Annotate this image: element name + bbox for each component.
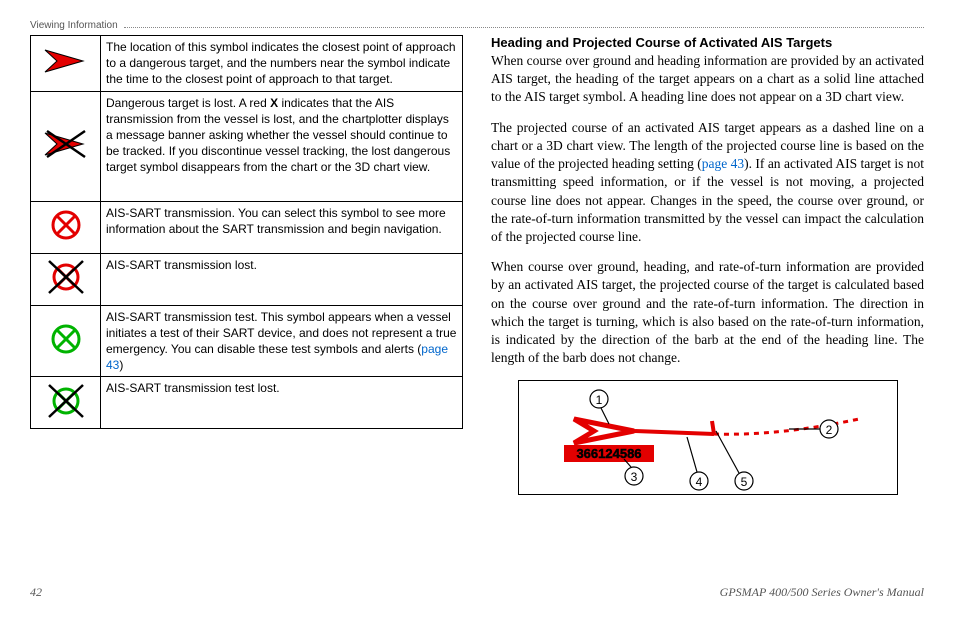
symbol-table: The location of this symbol indicates th… xyxy=(30,35,463,429)
body-paragraph: When course over ground, heading, and ra… xyxy=(491,258,924,367)
page-header: Viewing Information xyxy=(30,20,924,31)
body-paragraph: The projected course of an activated AIS… xyxy=(491,119,924,247)
symbol-cell xyxy=(31,91,101,201)
symbol-desc: Dangerous target is lost. A red X indica… xyxy=(101,91,463,201)
callout-3: 3 xyxy=(624,459,643,485)
callout-4: 4 xyxy=(687,437,708,490)
sart-green-lost-icon xyxy=(46,382,86,420)
callout-2: 2 xyxy=(789,420,838,438)
page-link[interactable]: page 43 xyxy=(702,156,744,171)
desc-text: AIS-SART transmission test. This symbol … xyxy=(106,310,456,356)
page-number: 42 xyxy=(30,585,42,600)
symbol-desc: AIS-SART transmission. You can select th… xyxy=(101,201,463,253)
left-column: The location of this symbol indicates th… xyxy=(30,35,463,555)
desc-text: AIS-SART transmission test lost. xyxy=(106,381,280,395)
dangerous-target-icon xyxy=(43,46,89,76)
heading-barb xyxy=(712,421,714,434)
symbol-cell xyxy=(31,253,101,305)
callout-5: 5 xyxy=(716,431,753,490)
symbol-cell xyxy=(31,36,101,92)
callout-1: 1 xyxy=(590,390,609,424)
header-rule xyxy=(124,27,924,28)
sart-red-lost-icon xyxy=(46,258,86,296)
desc-text: The location of this symbol indicates th… xyxy=(106,40,456,86)
subheading: Heading and Projected Course of Activate… xyxy=(491,35,924,50)
mmsi-label: 366124586 xyxy=(576,446,641,461)
callout-label: 3 xyxy=(630,470,637,484)
symbol-desc: AIS-SART transmission test lost. xyxy=(101,377,463,429)
symbol-desc: AIS-SART transmission test. This symbol … xyxy=(101,305,463,377)
symbol-cell xyxy=(31,305,101,377)
page-footer: 42 GPSMAP 400/500 Series Owner's Manual xyxy=(30,585,924,600)
table-row: AIS-SART transmission. You can select th… xyxy=(31,201,463,253)
callout-label: 2 xyxy=(825,423,832,437)
symbol-cell xyxy=(31,377,101,429)
dangerous-target-lost-icon xyxy=(43,127,89,161)
desc-text: AIS-SART transmission. You can select th… xyxy=(106,206,446,236)
desc-text: AIS-SART transmission lost. xyxy=(106,258,257,272)
sart-red-icon xyxy=(49,208,83,242)
content-columns: The location of this symbol indicates th… xyxy=(30,35,924,555)
ais-diagram-svg: 366124586 1 2 3 xyxy=(519,381,897,494)
desc-text: ) xyxy=(119,358,123,372)
callout-label: 1 xyxy=(595,393,602,407)
body-paragraph: When course over ground and heading info… xyxy=(491,52,924,107)
table-row: AIS-SART transmission test. This symbol … xyxy=(31,305,463,377)
table-row: AIS-SART transmission test lost. xyxy=(31,377,463,429)
desc-text: Dangerous target is lost. A red xyxy=(106,96,270,110)
right-column: Heading and Projected Course of Activate… xyxy=(491,35,924,555)
symbol-desc: AIS-SART transmission lost. xyxy=(101,253,463,305)
table-row: The location of this symbol indicates th… xyxy=(31,36,463,92)
manual-title: GPSMAP 400/500 Series Owner's Manual xyxy=(720,585,924,600)
bold-x: X xyxy=(270,96,278,110)
sart-green-icon xyxy=(49,322,83,356)
callout-label: 4 xyxy=(695,475,702,489)
heading-line xyxy=(634,431,714,434)
section-label: Viewing Information xyxy=(30,20,124,31)
table-row: Dangerous target is lost. A red X indica… xyxy=(31,91,463,201)
table-row: AIS-SART transmission lost. xyxy=(31,253,463,305)
ais-diagram: 366124586 1 2 3 xyxy=(518,380,898,495)
callout-label: 5 xyxy=(740,475,747,489)
ais-target-icon xyxy=(574,419,634,443)
symbol-desc: The location of this symbol indicates th… xyxy=(101,36,463,92)
symbol-cell xyxy=(31,201,101,253)
